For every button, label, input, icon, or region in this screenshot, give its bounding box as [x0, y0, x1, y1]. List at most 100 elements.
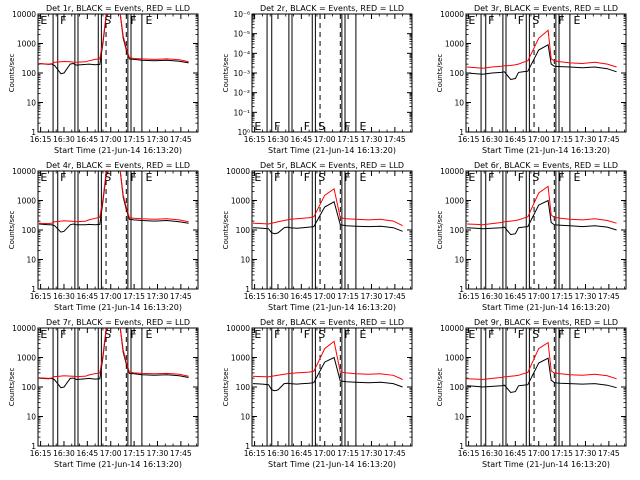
x-tick-label: 16:15 — [458, 135, 480, 144]
x-axis-label: Start Time (21-Jun-14 16:13:20) — [268, 146, 396, 155]
x-tick-label: 17:45 — [384, 449, 406, 458]
series-events-line — [466, 44, 617, 81]
panel-title: Det 8r, BLACK = Events, RED = LLD — [260, 318, 404, 327]
segment-letter: E — [40, 328, 47, 341]
y-tick-label: 10000 — [226, 324, 250, 333]
y-tick-label: 100 — [22, 69, 37, 78]
y-tick-label: 1 — [31, 442, 36, 451]
y-tick-label: 1000 — [231, 354, 250, 363]
segment-letter: E — [40, 171, 47, 184]
x-axis-label: Start Time (21-Jun-14 16:13:20) — [54, 460, 182, 469]
segment-letter: S — [532, 171, 539, 184]
segment-letter: F — [130, 14, 136, 27]
x-tick-label: 16:30 — [481, 449, 503, 458]
y-tick-label: 10⁻⁶ — [233, 10, 250, 19]
y-tick-label: 10000 — [12, 10, 36, 19]
segment-letter: F — [518, 328, 524, 341]
y-tick-label: 10⁻² — [233, 89, 250, 98]
plot-frame — [37, 170, 199, 290]
x-tick-label: 16:30 — [267, 449, 289, 458]
x-tick-label: 16:30 — [53, 292, 75, 301]
segment-letter: S — [104, 171, 111, 184]
x-tick-label: 17:45 — [170, 292, 192, 301]
y-tick-label: 1 — [245, 285, 250, 294]
y-tick-label: 100 — [22, 383, 37, 392]
segment-letter: E — [468, 328, 475, 341]
segment-letter: F — [344, 171, 350, 184]
x-tick-label: 16:15 — [458, 292, 480, 301]
y-tick-label: 1000 — [17, 197, 36, 206]
y-tick-label: 10 — [26, 256, 36, 265]
y-axis-label: Counts/sec — [8, 54, 16, 93]
plot-frame — [251, 327, 413, 447]
x-tick-label: 16:45 — [291, 449, 313, 458]
x-tick-label: 17:30 — [147, 292, 169, 301]
y-tick-label: 1000 — [445, 354, 464, 363]
plot-frame — [251, 170, 413, 290]
y-tick-label: 1 — [245, 442, 250, 451]
x-tick-label: 17:30 — [147, 135, 169, 144]
series-lld-line — [38, 14, 189, 65]
y-tick-label: 10 — [26, 99, 36, 108]
y-tick-label: 10000 — [12, 167, 36, 176]
series-lld-line — [466, 185, 617, 226]
segment-letter: E — [468, 14, 475, 27]
x-tick-label: 17:30 — [361, 449, 383, 458]
y-tick-label: 100 — [22, 226, 37, 235]
panel-title: Det 6r, BLACK = Events, RED = LLD — [474, 161, 618, 170]
segment-letter: E — [468, 171, 475, 184]
y-tick-label: 10000 — [440, 167, 464, 176]
x-tick-label: 16:45 — [77, 292, 99, 301]
y-tick-label: 1 — [459, 128, 464, 137]
y-axis-label: Counts/sec — [222, 368, 230, 407]
y-tick-label: 10⁻³ — [233, 69, 250, 78]
y-tick-label: 1000 — [17, 354, 36, 363]
x-tick-label: 16:45 — [291, 292, 313, 301]
y-axis-label: Counts/sec — [436, 368, 444, 407]
y-tick-label: 10 — [240, 256, 250, 265]
x-tick-label: 16:15 — [30, 135, 52, 144]
segment-letter: E — [574, 14, 581, 27]
y-tick-label: 10000 — [12, 324, 36, 333]
y-tick-label: 1 — [459, 442, 464, 451]
series-events-line — [252, 201, 403, 235]
segment-letter: F — [304, 328, 310, 341]
x-tick-label: 17:45 — [598, 135, 620, 144]
segment-letter: E — [254, 171, 261, 184]
series-lld-line — [38, 171, 189, 225]
y-tick-label: 10 — [454, 99, 464, 108]
y-axis-label: Counts/sec — [8, 368, 16, 407]
segment-letter: F — [518, 171, 524, 184]
y-tick-label: 10⁻⁵ — [233, 30, 250, 39]
x-tick-label: 17:15 — [551, 135, 573, 144]
x-tick-label: 17:00 — [528, 292, 550, 301]
x-tick-label: 16:30 — [481, 292, 503, 301]
segment-letter: F — [558, 328, 564, 341]
plot-frame — [251, 13, 413, 133]
segment-letter: E — [146, 171, 153, 184]
panel-title: Det 1r, BLACK = Events, RED = LLD — [46, 4, 190, 13]
x-tick-label: 16:15 — [244, 135, 266, 144]
segment-letter: F — [488, 14, 494, 27]
y-axis-label: Counts/sec — [222, 211, 230, 250]
x-tick-label: 16:30 — [267, 135, 289, 144]
x-tick-label: 17:00 — [100, 292, 122, 301]
x-tick-label: 16:30 — [53, 449, 75, 458]
y-tick-label: 1000 — [17, 40, 36, 49]
x-tick-label: 17:15 — [123, 292, 145, 301]
segment-letter: F — [60, 328, 66, 341]
segment-letter: F — [488, 328, 494, 341]
series-lld-line — [252, 187, 403, 227]
y-tick-label: 10000 — [440, 10, 464, 19]
x-axis-label: Start Time (21-Jun-14 16:13:20) — [482, 146, 610, 155]
y-axis-label: Counts/sec — [222, 54, 230, 93]
x-tick-label: 17:15 — [551, 449, 573, 458]
x-tick-label: 17:15 — [123, 449, 145, 458]
segment-letter: F — [130, 171, 136, 184]
y-tick-label: 1000 — [445, 197, 464, 206]
y-axis-label: Counts/sec — [436, 54, 444, 93]
